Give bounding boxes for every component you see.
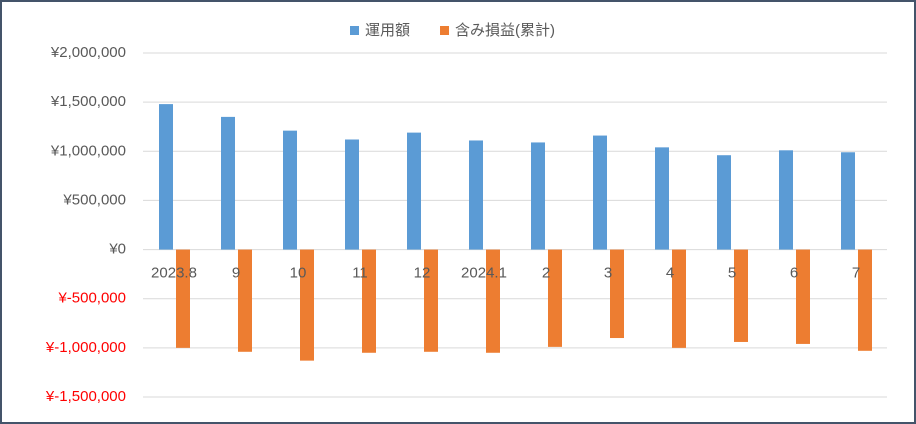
- y-tick-label: ¥-1,000,000: [45, 339, 126, 356]
- y-tick-label: ¥-1,500,000: [45, 388, 126, 405]
- bar: [734, 249, 748, 342]
- bar: [300, 249, 314, 361]
- bar: [531, 142, 545, 250]
- bar: [283, 130, 297, 250]
- bar: [221, 116, 235, 250]
- x-tick-label: 12: [414, 265, 431, 282]
- y-tick-label: ¥1,000,000: [50, 142, 126, 159]
- x-tick-label: 10: [290, 265, 307, 282]
- bar: [424, 249, 438, 352]
- x-tick-label: 7: [852, 265, 860, 282]
- bar: [548, 249, 562, 347]
- bar: [796, 249, 810, 344]
- x-tick-label: 2024.1: [461, 265, 507, 282]
- bar: [469, 140, 483, 250]
- legend-swatch: [350, 26, 359, 35]
- bar: [486, 249, 500, 353]
- y-tick-label: ¥-500,000: [57, 290, 126, 307]
- bar: [655, 147, 669, 250]
- bar: [779, 150, 793, 250]
- x-tick-label: 6: [790, 265, 798, 282]
- x-tick-label: 9: [232, 265, 240, 282]
- y-tick-label: ¥500,000: [62, 191, 126, 208]
- bar: [362, 249, 376, 353]
- y-tick-label: ¥2,000,000: [50, 44, 126, 61]
- bar: [238, 249, 252, 352]
- bar: [858, 249, 872, 351]
- bar: [717, 155, 731, 250]
- y-tick-label: ¥1,500,000: [50, 93, 126, 110]
- bar: [345, 139, 359, 250]
- x-tick-label: 11: [352, 265, 368, 282]
- legend-label: 運用額: [365, 22, 410, 39]
- legend-label: 含み損益(累計): [455, 22, 555, 39]
- bar: [159, 104, 173, 250]
- x-tick-label: 4: [666, 265, 674, 282]
- bar: [610, 249, 624, 339]
- bar: [672, 249, 686, 348]
- bar: [407, 132, 421, 250]
- bar: [176, 249, 190, 348]
- legend-swatch: [440, 26, 450, 35]
- bar: [841, 152, 855, 250]
- x-tick-label: 2023.8: [151, 265, 197, 282]
- x-tick-label: 3: [604, 265, 612, 282]
- y-tick-label: ¥0: [108, 241, 126, 258]
- x-tick-label: 5: [728, 265, 736, 282]
- bar: [593, 135, 607, 250]
- x-tick-label: 2: [542, 265, 550, 282]
